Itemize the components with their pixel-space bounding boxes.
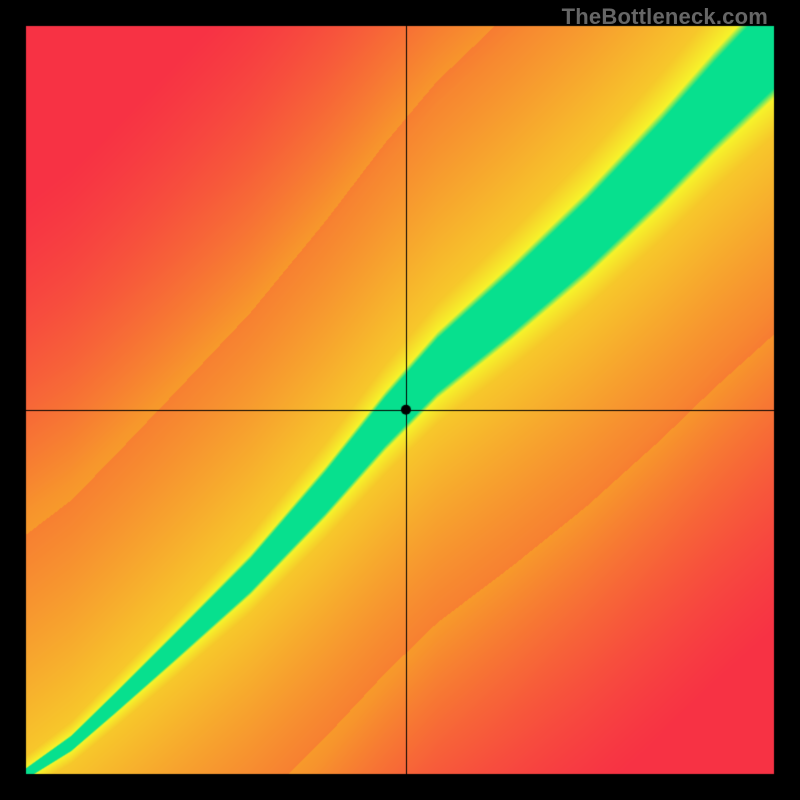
chart-container: TheBottleneck.com — [0, 0, 800, 800]
watermark-text: TheBottleneck.com — [562, 4, 768, 30]
bottleneck-heatmap — [0, 0, 800, 800]
